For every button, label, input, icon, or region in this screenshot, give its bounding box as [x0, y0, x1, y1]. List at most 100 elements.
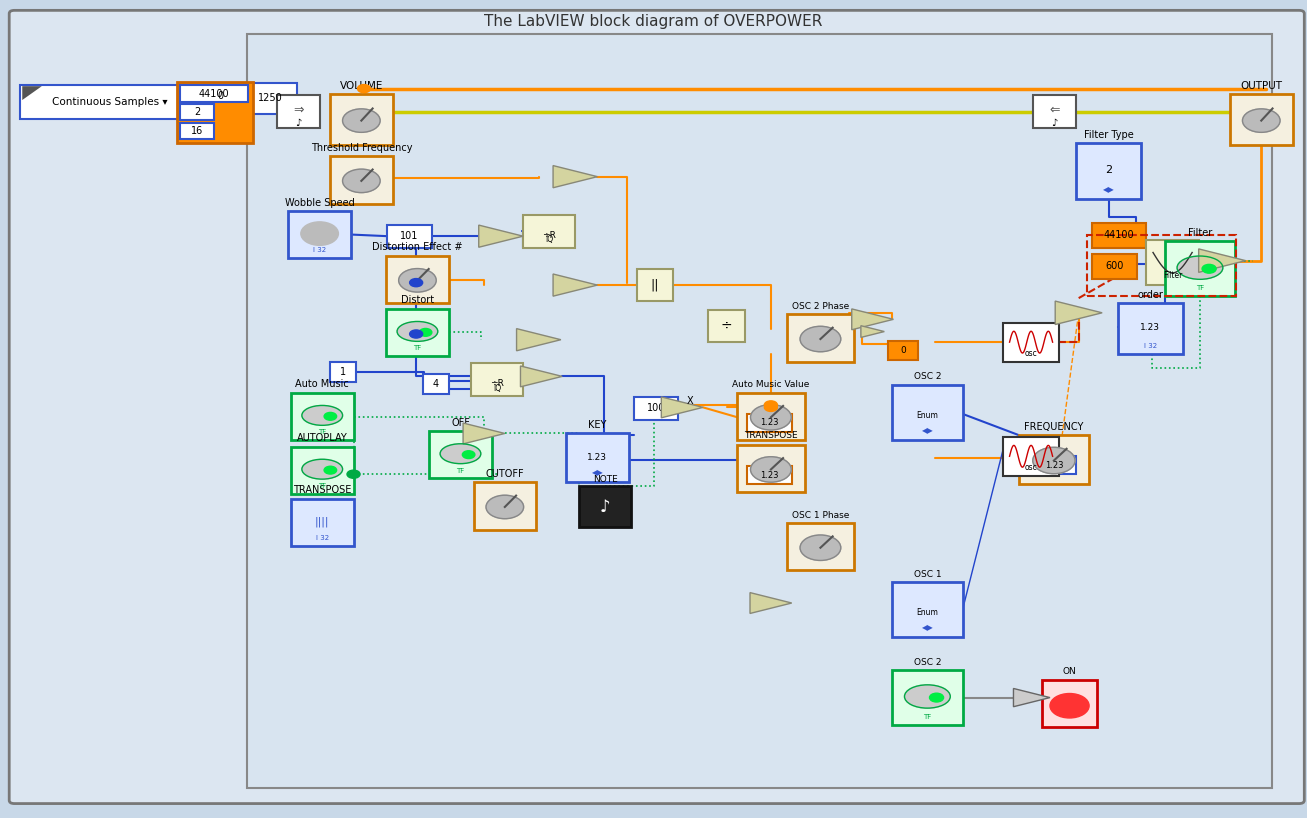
Polygon shape	[1055, 301, 1102, 325]
Circle shape	[486, 495, 524, 519]
Text: TF: TF	[413, 345, 422, 351]
FancyBboxPatch shape	[291, 447, 353, 494]
FancyBboxPatch shape	[277, 95, 320, 128]
Text: NOTE: NOTE	[593, 475, 618, 484]
FancyBboxPatch shape	[386, 308, 448, 356]
Text: TF: TF	[456, 468, 464, 474]
FancyBboxPatch shape	[331, 156, 392, 204]
Text: ON: ON	[1063, 667, 1077, 676]
Text: OSC 1: OSC 1	[914, 569, 941, 578]
Text: Filter: Filter	[1163, 272, 1183, 281]
Text: ||: ||	[651, 279, 659, 291]
Text: VOLUME: VOLUME	[340, 81, 383, 91]
FancyBboxPatch shape	[737, 393, 805, 440]
FancyBboxPatch shape	[9, 11, 1304, 803]
Text: ◀▶: ◀▶	[921, 426, 933, 435]
FancyBboxPatch shape	[473, 483, 536, 529]
Text: I 32: I 32	[1144, 343, 1157, 348]
FancyBboxPatch shape	[737, 445, 805, 492]
Text: ÷R: ÷R	[490, 380, 505, 389]
FancyBboxPatch shape	[1165, 241, 1235, 296]
Text: AUTOPLAY: AUTOPLAY	[297, 434, 348, 443]
Circle shape	[463, 451, 474, 459]
Circle shape	[342, 109, 380, 133]
Ellipse shape	[302, 459, 342, 479]
Circle shape	[301, 222, 339, 245]
FancyBboxPatch shape	[708, 309, 745, 342]
Text: 16: 16	[191, 126, 203, 136]
FancyBboxPatch shape	[1031, 456, 1076, 474]
Circle shape	[750, 456, 791, 482]
FancyBboxPatch shape	[1002, 322, 1059, 362]
Text: ♪: ♪	[1051, 118, 1057, 128]
FancyBboxPatch shape	[331, 362, 356, 382]
Text: TRANSPOSE: TRANSPOSE	[293, 485, 352, 496]
Text: Distortion Effect #: Distortion Effect #	[372, 242, 463, 253]
Text: Filter Type: Filter Type	[1084, 130, 1133, 140]
FancyBboxPatch shape	[331, 94, 392, 145]
Text: Auto Music: Auto Music	[295, 380, 349, 389]
Text: TF: TF	[1196, 285, 1204, 291]
FancyBboxPatch shape	[180, 85, 248, 101]
Circle shape	[346, 470, 359, 479]
FancyBboxPatch shape	[748, 466, 792, 484]
Polygon shape	[861, 326, 885, 337]
FancyBboxPatch shape	[1002, 437, 1059, 476]
FancyBboxPatch shape	[180, 123, 214, 139]
Text: 2: 2	[193, 107, 200, 117]
FancyBboxPatch shape	[471, 363, 523, 396]
Text: Filter: Filter	[1188, 227, 1212, 238]
Circle shape	[750, 405, 791, 430]
Circle shape	[1050, 694, 1089, 718]
FancyBboxPatch shape	[20, 84, 200, 119]
Text: OUTPUT: OUTPUT	[1240, 81, 1282, 91]
FancyBboxPatch shape	[579, 487, 631, 528]
FancyBboxPatch shape	[523, 215, 575, 248]
Text: osc: osc	[1025, 348, 1038, 357]
FancyBboxPatch shape	[1076, 143, 1141, 199]
FancyBboxPatch shape	[1117, 303, 1183, 353]
FancyBboxPatch shape	[1018, 435, 1089, 484]
FancyBboxPatch shape	[178, 82, 254, 143]
Text: OSC 1 Phase: OSC 1 Phase	[792, 511, 850, 520]
Text: 0: 0	[217, 92, 223, 101]
Text: OSC 2: OSC 2	[914, 372, 941, 381]
Circle shape	[324, 466, 337, 474]
Ellipse shape	[1178, 256, 1223, 279]
Ellipse shape	[302, 406, 342, 425]
FancyBboxPatch shape	[634, 397, 678, 420]
Polygon shape	[852, 309, 894, 330]
Polygon shape	[520, 366, 562, 387]
Text: TF: TF	[318, 483, 327, 489]
FancyBboxPatch shape	[422, 374, 448, 394]
FancyBboxPatch shape	[637, 269, 673, 301]
Text: ♪: ♪	[600, 498, 610, 516]
FancyBboxPatch shape	[1033, 95, 1076, 128]
Polygon shape	[553, 165, 597, 188]
Circle shape	[800, 326, 840, 352]
Text: 44100: 44100	[1104, 231, 1134, 240]
Text: OFF: OFF	[451, 418, 471, 428]
FancyBboxPatch shape	[429, 431, 491, 479]
Polygon shape	[750, 592, 792, 614]
Text: ◀▶: ◀▶	[921, 623, 933, 632]
Circle shape	[1202, 264, 1217, 273]
Polygon shape	[553, 274, 597, 296]
Text: ⇒: ⇒	[293, 104, 303, 117]
Ellipse shape	[904, 685, 950, 708]
Text: 600: 600	[1106, 261, 1124, 272]
Text: 1.23: 1.23	[587, 453, 608, 462]
Circle shape	[324, 412, 337, 420]
Text: TF: TF	[923, 714, 932, 720]
Text: 1: 1	[340, 367, 346, 377]
Text: Threshold Frequency: Threshold Frequency	[311, 143, 412, 153]
FancyBboxPatch shape	[1146, 240, 1199, 285]
Circle shape	[1243, 109, 1280, 133]
Circle shape	[800, 535, 840, 560]
Text: I 32: I 32	[316, 535, 329, 541]
FancyBboxPatch shape	[386, 256, 448, 303]
Polygon shape	[22, 86, 42, 100]
Circle shape	[399, 268, 437, 292]
Text: Continuous Samples ▾: Continuous Samples ▾	[52, 97, 167, 106]
Circle shape	[1033, 447, 1076, 474]
